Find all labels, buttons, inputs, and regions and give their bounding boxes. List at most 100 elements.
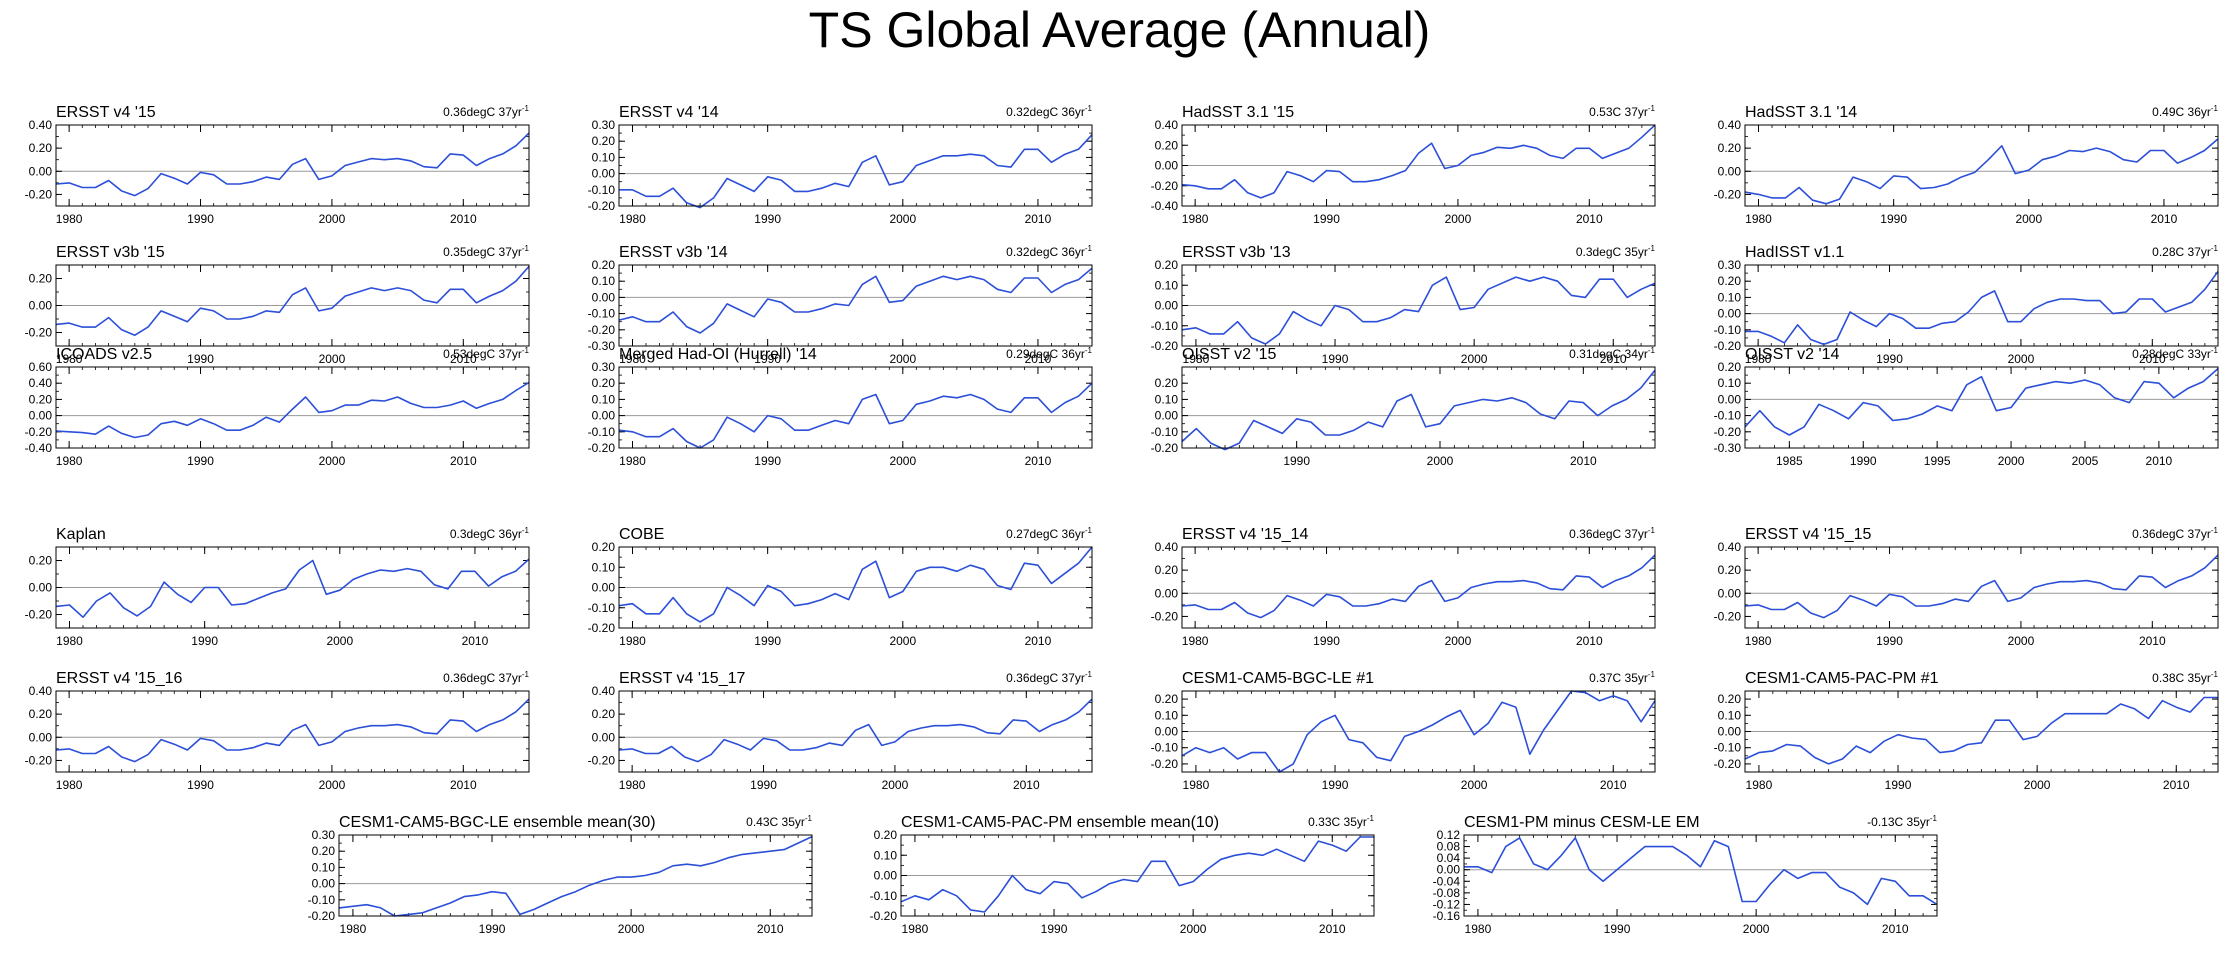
trend-label: 0.31degC 34yr-1 [1569,346,1655,361]
trend-label: 0.36degC 37yr-1 [443,104,529,119]
trend-exponent: -1 [2211,526,2219,535]
trend-value: -0.13C 35yr [1867,815,1930,829]
plot-frame [1181,690,1656,773]
x-tick-label: 1990 [750,778,777,792]
trend-exponent: -1 [522,104,530,113]
plot-frame [618,546,1093,629]
y-tick-label: 0.20 [1155,258,1179,272]
y-tick-label: 0.20 [1155,692,1179,706]
y-tick-label: -0.20 [25,326,53,340]
series-line [338,835,813,917]
trend-label: 0.32degC 36yr-1 [1006,244,1092,259]
x-tick-label: 1980 [619,212,646,226]
x-tick-label: 1980 [1746,778,1773,792]
y-tick-label: -0.10 [1714,741,1742,755]
x-tick-label: 2010 [1600,352,1627,366]
series-line [618,267,1093,334]
trend-exponent: -1 [1648,346,1656,355]
trend-value: 0.49C 36yr [2152,105,2211,119]
y-tick-label: 0.00 [1155,159,1179,173]
y-tick-label: 0.00 [592,581,616,595]
series-line [618,382,1093,449]
chart-title: ERSST v4 '15_17 [619,670,745,687]
trend-label: -0.13C 35yr-1 [1867,814,1937,829]
y-tick-label: 0.30 [1718,258,1742,272]
x-tick-label: 1990 [1876,634,1903,648]
y-tick-label: 0.20 [29,392,53,406]
y-tick-label: 0.00 [592,409,616,423]
trend-exponent: -1 [1648,670,1656,679]
plot-frame [55,546,530,629]
x-tick-label: 2000 [1427,454,1454,468]
y-tick-label: -0.20 [588,323,616,337]
x-tick-label: 1980 [619,778,646,792]
chart-title: CESM1-CAM5-PAC-PM #1 [1745,670,1939,687]
y-tick-label: -0.30 [1714,441,1742,455]
y-tick-label: 0.00 [1437,863,1461,877]
y-tick-label: -0.20 [1714,187,1742,201]
trend-label: 0.53degC 37yr-1 [443,346,529,361]
y-tick-label: 0.10 [592,150,616,164]
plot-frame [618,264,1093,347]
plot-frame [900,834,1375,917]
y-tick-label: -0.20 [588,753,616,767]
x-tick-label: 2010 [2146,454,2173,468]
y-tick-label: 0.10 [1718,290,1742,304]
x-tick-label: 1990 [754,352,781,366]
x-tick-label: 1990 [754,634,781,648]
trend-label: 0.36degC 37yr-1 [443,670,529,685]
x-tick-label: 1980 [56,454,83,468]
y-tick-label: -0.10 [308,893,336,907]
x-tick-label: 2010 [2151,212,2178,226]
y-tick-label: 0.30 [592,360,616,374]
x-tick-label: 1980 [902,922,929,936]
trend-value: 0.28C 37yr [2152,245,2211,259]
plot-frame [1463,834,1938,917]
x-tick-label: 2000 [2024,778,2051,792]
x-tick-label: 1980 [56,778,83,792]
trend-value: 0.37C 35yr [1589,671,1648,685]
x-tick-label: 2000 [2008,352,2035,366]
trend-exponent: -1 [522,670,530,679]
y-tick-label: 0.00 [29,730,53,744]
y-tick-label: -0.10 [870,889,898,903]
y-tick-label: -0.20 [308,909,336,923]
x-tick-label: 2000 [319,778,346,792]
y-tick-label: -0.20 [1714,609,1742,623]
y-tick-label: 0.30 [592,118,616,132]
y-tick-label: -0.20 [870,909,898,923]
plot-frame [618,690,1093,773]
trend-value: 0.36degC 37yr [2132,527,2211,541]
trend-exponent: -1 [1930,814,1938,823]
plot-frame [1181,546,1656,629]
y-tick-label: -0.10 [1151,741,1179,755]
trend-exponent: -1 [2211,104,2219,113]
series-line [1745,271,2219,346]
chart-title: ERSST v3b '15 [56,244,165,261]
trend-label: 0.38C 35yr-1 [2152,670,2218,685]
x-tick-label: 2000 [889,352,916,366]
y-tick-label: 0.08 [1437,840,1461,854]
x-tick-label: 2010 [2139,634,2166,648]
x-tick-label: 2010 [1882,922,1909,936]
series-line [619,134,1093,209]
plot-frame [618,366,1093,449]
chart-title: OISST v2 '14 [1745,346,1839,363]
trend-value: 0.32degC 36yr [1006,105,1085,119]
y-tick-label: -0.10 [1151,425,1179,439]
y-tick-label: 0.10 [1718,376,1742,390]
trend-value: 0.3degC 36yr [450,527,522,541]
chart-panel: 0.20 0.10 0.00 -0.10 -0.20 1980 1990 2000 2010 CE… [1151,670,1656,792]
y-tick-label: 0.00 [29,409,53,423]
x-tick-label: 2000 [319,454,346,468]
y-tick-label: 0.40 [1155,540,1179,554]
trend-value: 0.36degC 37yr [1569,527,1648,541]
chart-title: ERSST v4 '15_15 [1745,526,1871,543]
series-line [1181,124,1656,199]
chart-panel: 0.20 0.10 0.00 -0.10 -0.20 1980 1990 2000 2010 CE… [1714,670,2219,792]
y-tick-label: -0.20 [1714,757,1742,771]
y-tick-label: 0.60 [29,360,53,374]
y-tick-label: 0.10 [1155,708,1179,722]
x-tick-label: 2000 [326,634,353,648]
